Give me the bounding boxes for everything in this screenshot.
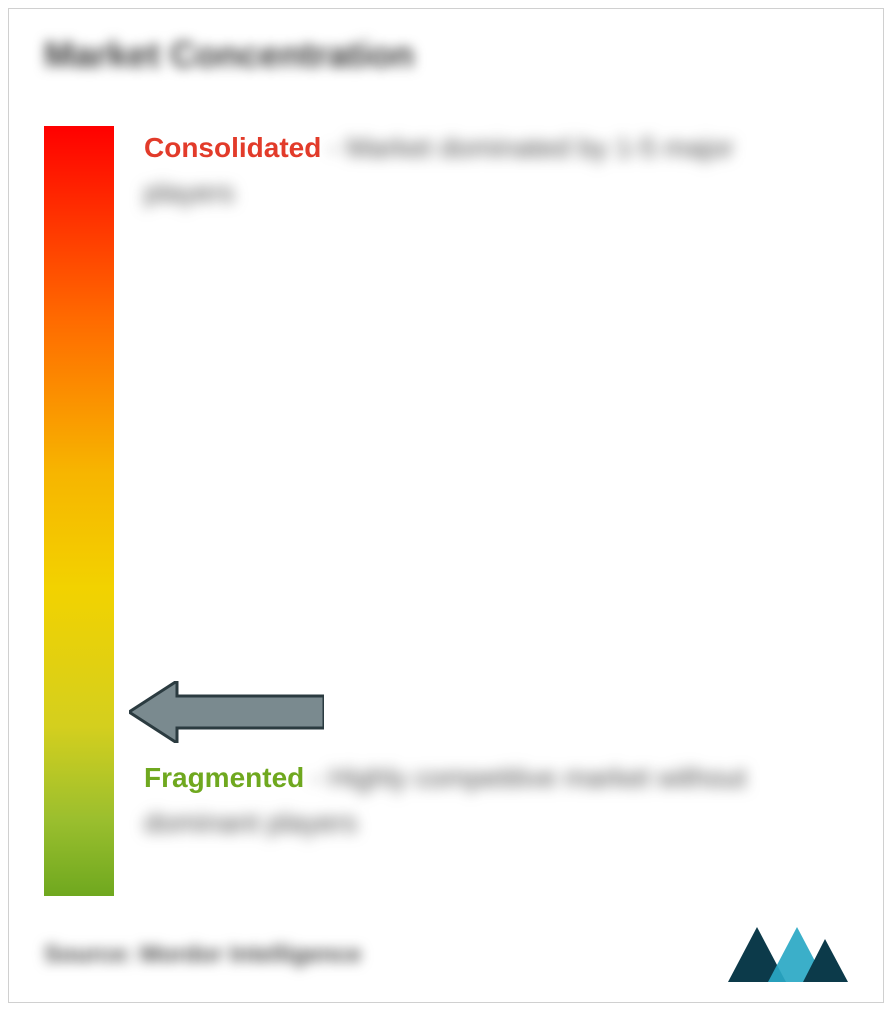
consolidated-label: Consolidated - Market dominated by 1-5 m… [144, 126, 828, 216]
fragmented-key: Fragmented [144, 762, 304, 793]
fragmented-label: Fragmented - Highly competitive market w… [144, 756, 828, 846]
concentration-gradient-bar [44, 126, 114, 896]
brand-logo [728, 927, 848, 982]
content-row: Consolidated - Market dominated by 1-5 m… [44, 126, 848, 896]
page-title: Market Concentration [44, 34, 848, 76]
indicator-arrow [129, 681, 324, 748]
source-attribution: Source: Mordor Intelligence [44, 941, 361, 969]
infographic-card: Market Concentration Consolidated - Mark… [8, 8, 884, 1003]
consolidated-key: Consolidated [144, 132, 321, 163]
footer: Source: Mordor Intelligence [44, 927, 848, 982]
labels-column: Consolidated - Market dominated by 1-5 m… [114, 126, 848, 896]
